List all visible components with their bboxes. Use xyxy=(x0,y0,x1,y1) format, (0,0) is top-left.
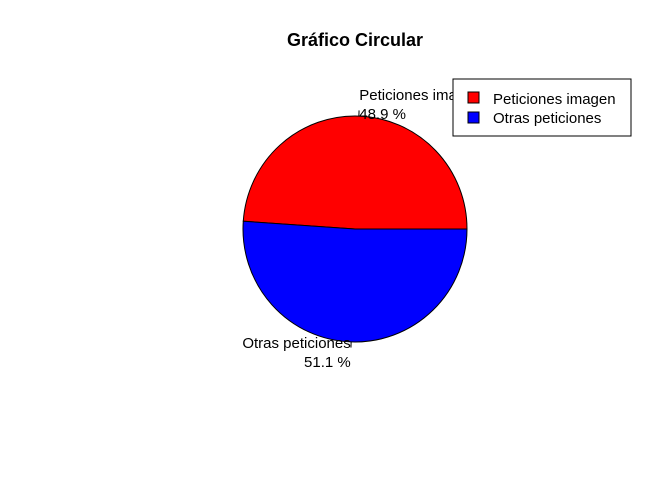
pie-slices xyxy=(242,115,468,343)
slice-labels: Peticiones imagen 48.9 % Otras peticiones 5… xyxy=(242,87,481,371)
legend: Peticiones imagen Otras peticiones xyxy=(452,78,632,137)
pie-slice-otras-peticiones xyxy=(242,220,468,343)
legend-label-peticiones-imagen: Peticiones imagen xyxy=(493,91,616,108)
legend-swatch-peticiones-imagen xyxy=(467,91,480,104)
slice-label-peticiones-imagen: Peticiones imagen 48.9 % xyxy=(359,87,482,123)
legend-label-otras-peticiones: Otras peticiones xyxy=(493,110,601,127)
slice-label-ticks xyxy=(350,110,360,348)
chart-title: Gráfico Circular xyxy=(287,30,423,50)
pie-slice-peticiones-imagen xyxy=(242,115,468,230)
slice-label-otras-peticiones: Otras peticiones 51.1 % xyxy=(242,335,350,371)
legend-swatch-otras-peticiones xyxy=(467,111,480,124)
legend-box xyxy=(452,78,632,137)
